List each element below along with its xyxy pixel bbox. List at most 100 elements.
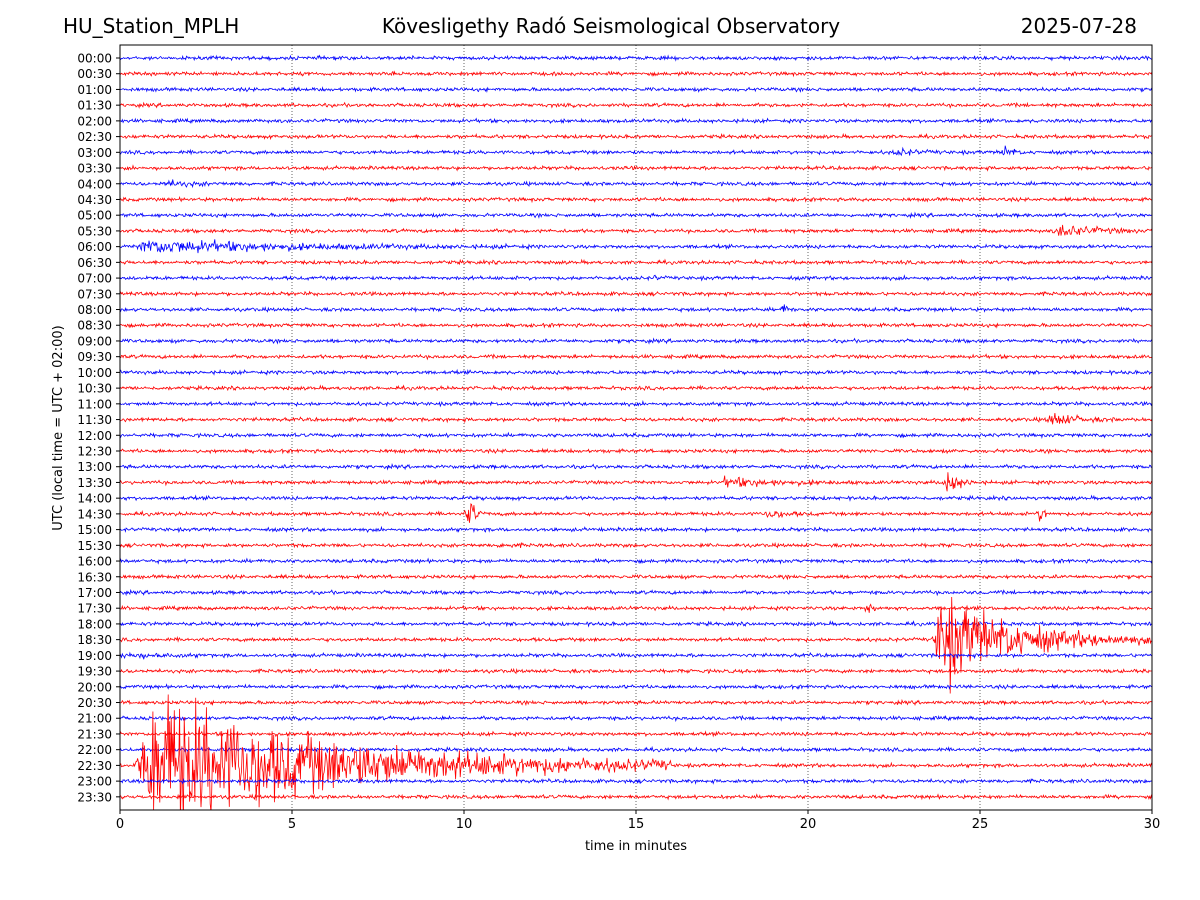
y-tick-label: 04:30 bbox=[77, 193, 112, 207]
trace-0000 bbox=[120, 54, 1152, 62]
y-tick-label: 10:00 bbox=[77, 366, 112, 380]
y-tick-label: 03:00 bbox=[77, 146, 112, 160]
y-tick-label: 22:30 bbox=[77, 759, 112, 773]
x-tick-label: 5 bbox=[288, 817, 296, 832]
y-tick-label: 09:00 bbox=[77, 334, 112, 348]
y-tick-label: 00:30 bbox=[77, 67, 112, 81]
y-tick-label: 20:30 bbox=[77, 696, 112, 710]
trace-1830 bbox=[120, 596, 1152, 694]
y-tick-label: 12:00 bbox=[77, 429, 112, 443]
y-tick-label: 05:30 bbox=[77, 224, 112, 238]
y-tick-label: 13:00 bbox=[77, 460, 112, 474]
trace-1430 bbox=[120, 503, 1152, 523]
y-tick-label: 12:30 bbox=[77, 445, 112, 459]
x-tick-label: 10 bbox=[456, 817, 473, 832]
trace-0730 bbox=[120, 290, 1152, 298]
trace-1930 bbox=[120, 667, 1152, 675]
trace-1000 bbox=[120, 368, 1152, 377]
y-tick-label: 19:00 bbox=[77, 649, 112, 663]
chart-date: 2025-07-28 bbox=[1020, 14, 1137, 38]
trace-2230 bbox=[120, 694, 1152, 810]
trace-1230 bbox=[120, 447, 1152, 455]
trace-1900 bbox=[120, 651, 1152, 660]
trace-2130 bbox=[120, 730, 1152, 738]
trace-0900 bbox=[120, 337, 1152, 345]
trace-0200 bbox=[120, 117, 1152, 125]
y-tick-label: 11:00 bbox=[77, 397, 112, 411]
trace-1100 bbox=[120, 399, 1152, 408]
y-tick-label: 06:00 bbox=[77, 240, 112, 254]
y-tick-label: 07:30 bbox=[77, 287, 112, 301]
trace-0630 bbox=[120, 258, 1152, 267]
y-tick-label: 18:30 bbox=[77, 633, 112, 647]
trace-1530 bbox=[120, 541, 1152, 550]
trace-0130 bbox=[120, 101, 1152, 109]
x-tick-label: 0 bbox=[116, 817, 124, 832]
y-tick-label: 16:30 bbox=[77, 570, 112, 584]
trace-2200 bbox=[120, 745, 1152, 754]
y-tick-label: 01:00 bbox=[77, 83, 112, 97]
chart-title: Kövesligethy Radó Seismological Observat… bbox=[381, 14, 841, 38]
y-tick-label: 14:30 bbox=[77, 507, 112, 521]
y-tick-label: 22:00 bbox=[77, 743, 112, 757]
y-tick-label: 23:00 bbox=[77, 775, 112, 789]
y-tick-label: 00:00 bbox=[77, 52, 112, 66]
y-tick-label: 16:00 bbox=[77, 555, 112, 569]
y-tick-label: 13:30 bbox=[77, 476, 112, 490]
trace-1730 bbox=[120, 603, 1152, 613]
y-tick-label: 02:00 bbox=[77, 114, 112, 128]
y-tick-label: 21:00 bbox=[77, 712, 112, 726]
station-name: HU_Station_MPLH bbox=[63, 14, 240, 38]
trace-2330 bbox=[120, 793, 1152, 801]
trace-2100 bbox=[120, 714, 1152, 723]
y-tick-label: 05:00 bbox=[77, 209, 112, 223]
y-tick-label: 08:30 bbox=[77, 319, 112, 333]
trace-2300 bbox=[120, 777, 1152, 785]
trace-1500 bbox=[120, 525, 1152, 534]
y-tick-label: 06:30 bbox=[77, 256, 112, 270]
trace-0100 bbox=[120, 86, 1152, 93]
trace-0830 bbox=[120, 321, 1152, 329]
y-axis-label: UTC (local time = UTC + 02:00) bbox=[51, 325, 66, 530]
y-tick-label: 20:00 bbox=[77, 680, 112, 694]
y-tick-label: 09:30 bbox=[77, 350, 112, 364]
trace-1330 bbox=[120, 472, 1152, 492]
y-tick-label: 23:30 bbox=[77, 790, 112, 804]
x-tick-label: 20 bbox=[800, 817, 817, 832]
trace-1700 bbox=[120, 588, 1152, 597]
y-tick-label: 15:30 bbox=[77, 539, 112, 553]
trace-0600 bbox=[120, 239, 1152, 254]
trace-0400 bbox=[120, 179, 1152, 189]
trace-1200 bbox=[120, 431, 1152, 439]
trace-0030 bbox=[120, 70, 1152, 78]
y-tick-label: 18:00 bbox=[77, 617, 112, 631]
y-tick-label: 02:30 bbox=[77, 130, 112, 144]
trace-0800 bbox=[120, 304, 1152, 314]
trace-1130 bbox=[120, 413, 1152, 425]
trace-0300 bbox=[120, 145, 1152, 157]
trace-0930 bbox=[120, 353, 1152, 361]
trace-0330 bbox=[120, 164, 1152, 172]
trace-1630 bbox=[120, 573, 1152, 581]
trace-0700 bbox=[120, 274, 1152, 282]
y-tick-label: 10:30 bbox=[77, 382, 112, 396]
y-tick-label: 17:00 bbox=[77, 586, 112, 600]
y-tick-label: 07:00 bbox=[77, 272, 112, 286]
y-tick-label: 04:00 bbox=[77, 177, 112, 191]
y-tick-label: 14:00 bbox=[77, 492, 112, 506]
trace-1600 bbox=[120, 557, 1152, 565]
y-tick-label: 11:30 bbox=[77, 413, 112, 427]
y-tick-label: 17:30 bbox=[77, 602, 112, 616]
grid-layer bbox=[291, 45, 981, 810]
y-tick-label: 03:30 bbox=[77, 162, 112, 176]
y-tick-label: 21:30 bbox=[77, 727, 112, 741]
x-tick-label: 25 bbox=[972, 817, 989, 832]
trace-2030 bbox=[120, 698, 1152, 707]
traces-layer bbox=[120, 54, 1152, 810]
x-tick-label: 15 bbox=[628, 817, 645, 832]
y-tick-label: 01:30 bbox=[77, 99, 112, 113]
trace-0530 bbox=[120, 224, 1152, 236]
trace-1800 bbox=[120, 620, 1152, 628]
